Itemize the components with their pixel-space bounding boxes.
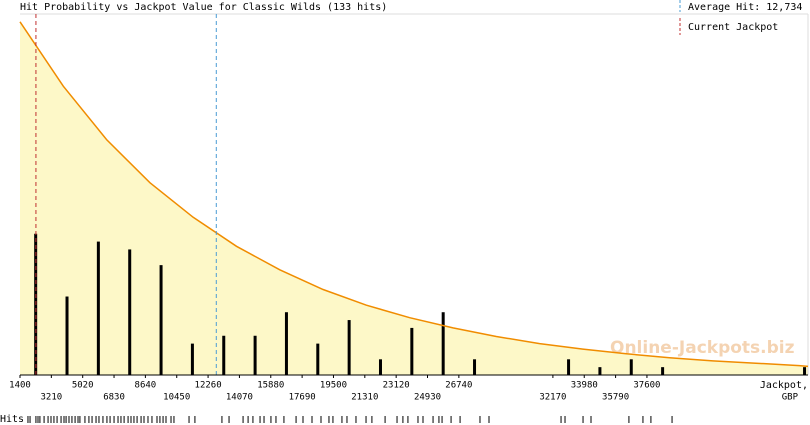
chart-title: Hit Probability vs Jackpot Value for Cla… — [20, 2, 387, 13]
bar — [128, 249, 132, 375]
x-tick-label: 1400 — [9, 381, 31, 391]
x-axis-label: Jackpot, — [760, 380, 808, 391]
bar — [473, 359, 477, 375]
bar — [378, 359, 382, 375]
bar — [567, 359, 571, 375]
x-axis-label: GBP — [782, 393, 799, 403]
x-tick-label: 3210 — [41, 393, 63, 403]
bar — [253, 335, 257, 375]
bar — [222, 335, 226, 375]
bar — [316, 343, 320, 375]
x-tick-label: 12260 — [195, 381, 222, 391]
curve-area — [20, 21, 808, 376]
bar — [629, 359, 633, 375]
bar — [284, 312, 288, 375]
bar — [159, 265, 163, 375]
x-tick-label: 6830 — [103, 393, 125, 403]
bar — [803, 367, 807, 375]
bar — [96, 241, 100, 375]
x-tick-label: 26740 — [445, 381, 472, 391]
x-tick-label: 19500 — [320, 381, 347, 391]
bar — [441, 312, 445, 375]
legend-average: Average Hit: 12,734 — [688, 2, 802, 13]
x-tick-label: 10450 — [163, 393, 190, 403]
curve-line — [19, 21, 809, 368]
x-tick-label: 15880 — [257, 381, 284, 391]
bar — [65, 296, 69, 375]
x-tick-label: 21310 — [351, 393, 378, 403]
bar — [598, 367, 602, 375]
x-tick-label: 33980 — [571, 381, 598, 391]
x-tick-label: 8640 — [135, 381, 157, 391]
bar — [661, 367, 665, 375]
x-tick-label: 23120 — [383, 381, 410, 391]
x-tick-label: 32170 — [539, 393, 566, 403]
x-tick-label: 37600 — [633, 381, 660, 391]
x-tick-label: 35790 — [602, 393, 629, 403]
x-tick-label: 24930 — [414, 393, 441, 403]
x-tick-label: 17690 — [289, 393, 316, 403]
bar — [347, 320, 351, 375]
x-tick-label: 14070 — [226, 393, 253, 403]
x-tick-label: 5020 — [72, 381, 94, 391]
bar — [410, 327, 414, 375]
legend-current: Current Jackpot — [688, 22, 778, 33]
watermark: Online-Jackpots.biz — [610, 338, 795, 358]
rug-label: Hits — [0, 414, 24, 425]
bar — [190, 343, 194, 375]
